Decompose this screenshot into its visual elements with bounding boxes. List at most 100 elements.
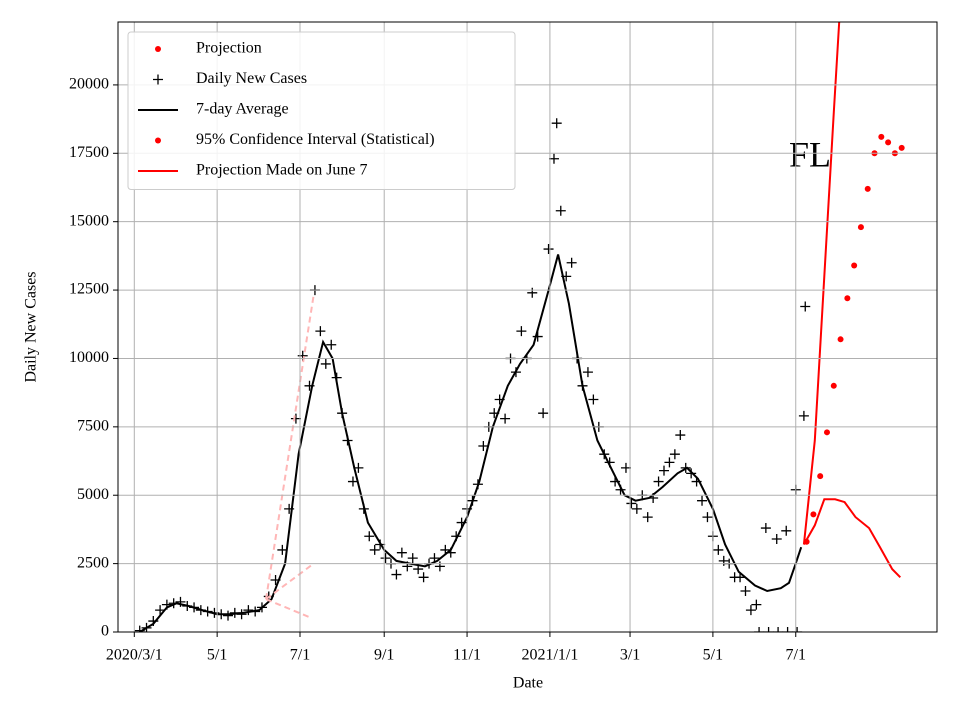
plus — [620, 462, 631, 473]
y-tick-label: 17500 — [69, 144, 109, 161]
dot — [844, 295, 851, 302]
plus — [751, 599, 762, 610]
dot — [810, 511, 817, 518]
plus — [782, 627, 793, 632]
plus — [771, 533, 782, 544]
line — [139, 254, 803, 632]
plus — [626, 498, 637, 509]
dot — [837, 336, 844, 343]
y-axis-label: Daily New Cases — [23, 271, 40, 382]
plus — [315, 326, 326, 337]
x-tick-label: 5/1 — [703, 647, 723, 664]
dot — [864, 185, 871, 192]
plus — [669, 449, 680, 460]
legend-label: Daily New Cases — [196, 70, 307, 87]
legend-marker — [155, 137, 161, 144]
plus — [391, 569, 402, 580]
dot — [830, 382, 837, 389]
plus — [478, 440, 489, 451]
plus — [500, 413, 511, 424]
dot — [851, 262, 858, 269]
y-tick-label: 5000 — [77, 486, 109, 503]
dot — [817, 473, 824, 480]
y-tick-label: 0 — [101, 623, 109, 640]
plus — [800, 301, 811, 312]
plus — [718, 555, 729, 566]
plus — [516, 326, 527, 337]
plus — [548, 153, 559, 164]
plus — [659, 465, 669, 476]
plus — [551, 118, 562, 129]
plus — [664, 457, 675, 468]
plus — [582, 367, 593, 378]
plus — [175, 596, 186, 607]
plus — [760, 523, 771, 534]
x-tick-label: 2020/3/1 — [106, 647, 163, 664]
line — [265, 295, 315, 620]
plus — [434, 561, 445, 572]
plus — [566, 257, 577, 268]
plus — [243, 605, 254, 616]
plus — [380, 553, 391, 564]
plus — [364, 531, 375, 542]
legend-box — [127, 31, 516, 190]
line — [802, 22, 902, 579]
y-tick-label: 12500 — [69, 281, 109, 298]
dot — [857, 224, 864, 231]
legend-marker — [153, 74, 163, 85]
dot — [878, 133, 885, 140]
plus — [347, 476, 358, 487]
plus — [326, 339, 337, 350]
y-tick-label: 7500 — [77, 418, 109, 435]
plus — [396, 547, 407, 558]
plus — [675, 430, 686, 441]
plus — [277, 544, 288, 555]
plus — [697, 495, 708, 506]
y-tick-label: 15000 — [69, 212, 109, 229]
plus — [543, 244, 554, 255]
plus — [740, 585, 751, 596]
plus — [781, 525, 792, 536]
y-tick-label: 20000 — [69, 76, 109, 93]
plus — [713, 544, 724, 555]
plus — [588, 394, 599, 405]
plus — [538, 408, 549, 419]
plus — [527, 287, 538, 298]
legend-label: 95% Confidence Interval (Statistical) — [196, 131, 435, 148]
plus — [745, 605, 756, 616]
plus — [653, 476, 664, 487]
axes-frame — [117, 21, 938, 633]
legend-label: 7-day Average — [196, 101, 289, 118]
legend-label: Projection — [196, 40, 262, 57]
plus — [223, 610, 234, 621]
legend: Projection Daily New Cases 7-day Average 95… — [127, 31, 516, 190]
x-tick-label: 5/1 — [207, 647, 227, 664]
y-tick-label: 2500 — [77, 554, 109, 571]
dot — [823, 429, 830, 436]
x-tick-label: 9/1 — [374, 647, 394, 664]
plus — [290, 413, 301, 424]
plus — [773, 627, 784, 632]
plus — [642, 512, 653, 523]
legend-marker — [155, 46, 161, 52]
plus — [792, 627, 803, 632]
plus — [702, 512, 713, 523]
x-tick-label: 11/1 — [453, 647, 481, 664]
plus — [369, 544, 380, 555]
dot — [885, 139, 892, 146]
plus — [555, 205, 566, 216]
x-tick-label: 7/1 — [786, 647, 806, 664]
plus — [418, 572, 429, 583]
plus — [631, 503, 642, 514]
legend-label: Projection Made on June 7 — [196, 162, 368, 179]
plus — [798, 410, 809, 421]
plus — [754, 627, 765, 632]
plus — [320, 358, 331, 369]
x-tick-label: 7/1 — [290, 647, 310, 664]
dot — [898, 144, 905, 151]
plus — [407, 553, 418, 564]
plus — [763, 627, 774, 632]
y-tick-label: 10000 — [69, 349, 109, 366]
x-axis-label: Date — [513, 675, 543, 692]
